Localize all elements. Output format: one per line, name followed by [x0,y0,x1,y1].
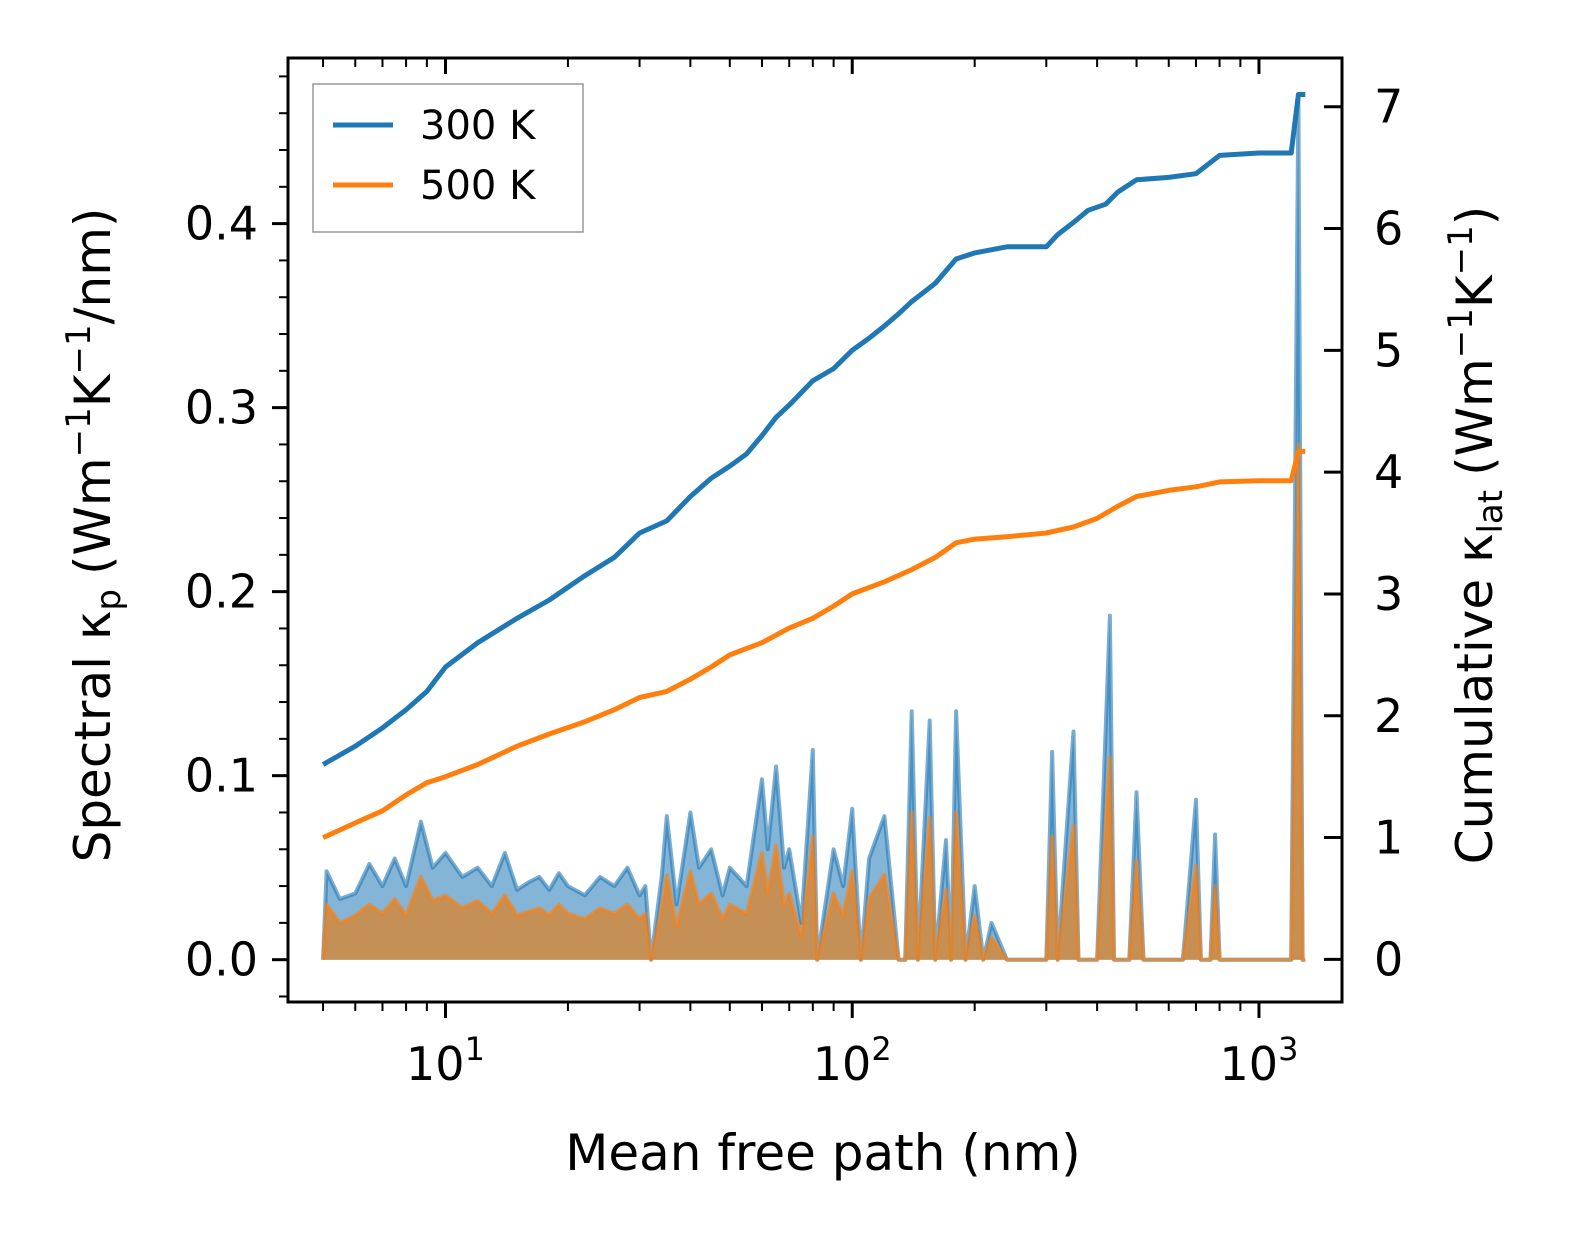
right-y-tick-label: 4 [1374,445,1403,499]
left-y-tick-label: 0.4 [185,197,258,251]
plot-frame [286,56,1344,1004]
right-y-tick-label: 1 [1374,811,1403,865]
left-y-tick-label: 0.2 [185,565,258,619]
x-tick-label-base: 10 [1220,1037,1279,1091]
x-tick-label-exp: 3 [1278,1030,1298,1068]
legend-label-500k: 500 K [420,163,537,209]
spectral-fill-500k [323,444,1306,960]
left-y-axis-ticks: 0.0 0.1 0.2 0.3 0.4 [185,75,288,998]
right-y-axis-label: Cumulative κlat(Wm−1K−1) [1441,206,1511,865]
spectral-line-300k [321,92,1306,962]
left-y-label-unit: (Wm [64,457,122,575]
x-tick-label: 101 [406,1030,485,1091]
right-y-label-sup2: −1 [1441,225,1481,275]
cumulative-line-300k [321,92,1306,767]
left-y-label-tail: /nm) [64,208,122,325]
x-tick-label: 103 [1220,1030,1299,1091]
right-y-label-k: K [1446,274,1504,308]
right-y-label-sup1: −1 [1441,308,1481,358]
left-y-label-sup1: −1 [59,407,99,457]
right-y-label-sub: lat [1471,490,1511,534]
spectral-line-500k [321,442,1306,962]
left-y-axis-label: Spectral κp(Wm−1K−1/nm) [59,208,129,863]
x-tick-label-base: 10 [406,1037,465,1091]
x-axis-label: Mean free path (nm) [565,1124,1081,1182]
left-y-label-main: Spectral κ [64,611,122,863]
right-y-label-main: Cumulative κ [1446,534,1504,865]
right-y-tick-label: 0 [1374,932,1403,986]
cumulative-line-500k [322,448,1306,840]
left-y-tick-label: 0.3 [185,381,258,435]
cumulative-lines [321,92,1306,840]
left-y-tick-label: 0.1 [185,749,258,803]
x-tick-label-exp: 1 [465,1030,485,1068]
right-y-tick-label: 7 [1374,80,1403,134]
x-axis-ticks: 101 102 103 [322,58,1299,1091]
legend-box [312,83,584,233]
x-tick-label-exp: 2 [871,1030,891,1068]
right-y-label-unit: (Wm [1446,358,1504,476]
left-y-label-k: K [64,373,122,407]
right-y-tick-label: 6 [1374,202,1403,256]
right-y-tick-label: 2 [1374,689,1403,743]
right-y-tick-label: 3 [1374,567,1403,621]
legend: 300 K 500 K [312,83,584,233]
x-tick-label-base: 10 [813,1037,872,1091]
spectral-fills [321,92,1306,962]
right-y-tick-label: 5 [1374,323,1403,377]
spectral-fill-300k [323,94,1306,960]
left-y-tick-label: 0.0 [185,933,258,987]
right-y-label-tail: ) [1446,206,1504,226]
legend-label-300k: 300 K [420,103,537,149]
right-y-axis-ticks: 0 1 2 3 4 5 6 7 [1324,80,1403,986]
x-tick-label: 102 [813,1030,892,1091]
left-y-label-sup2: −1 [59,324,99,374]
left-y-label-sub: p [89,589,129,611]
